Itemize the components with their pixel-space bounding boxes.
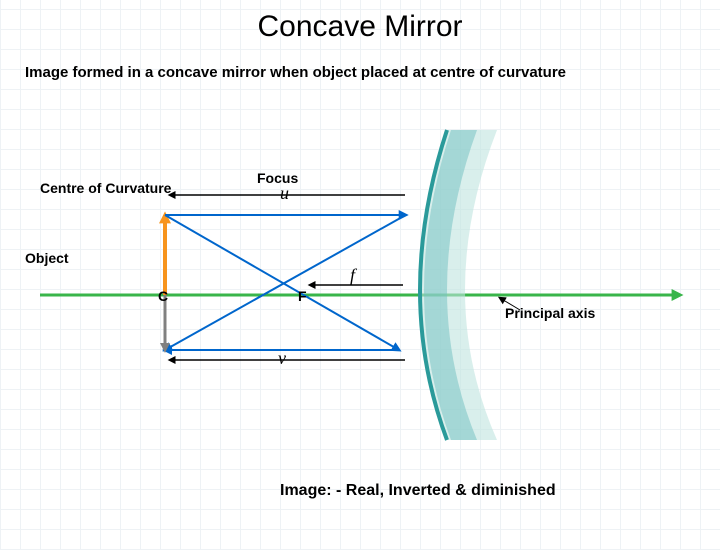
f-label: f: [350, 265, 355, 286]
centre-of-curvature-label: Centre of Curvature: [40, 180, 171, 196]
footer-text: Image: - Real, Inverted & diminished: [280, 482, 556, 500]
focus-label: Focus: [257, 170, 298, 186]
c-symbol: C: [158, 288, 168, 304]
u-label: u: [280, 183, 289, 204]
object-label: Object: [25, 250, 69, 266]
principal-axis-label: Principal axis: [505, 305, 595, 321]
v-label: v: [278, 348, 286, 369]
f-symbol: F: [298, 288, 307, 304]
optics-diagram: [0, 10, 720, 550]
